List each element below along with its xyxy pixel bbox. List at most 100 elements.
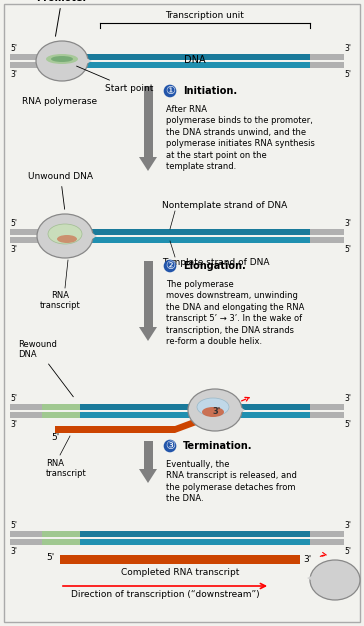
Bar	[10, 539, 42, 545]
Bar	[42, 539, 80, 545]
Bar	[10, 237, 42, 243]
Bar	[10, 404, 42, 410]
Bar	[310, 412, 344, 418]
Polygon shape	[77, 224, 97, 248]
Ellipse shape	[191, 392, 239, 428]
Ellipse shape	[48, 224, 82, 244]
Bar	[10, 531, 42, 537]
Text: Elongation.: Elongation.	[183, 261, 246, 271]
Text: Direction of transcription (“downstream”): Direction of transcription (“downstream”…	[71, 590, 259, 599]
Ellipse shape	[39, 43, 85, 78]
Text: 5': 5'	[344, 70, 352, 79]
Bar	[60, 555, 300, 564]
Polygon shape	[225, 398, 245, 422]
Text: Rewound
DNA: Rewound DNA	[18, 339, 73, 397]
Bar	[310, 229, 344, 235]
Bar	[10, 54, 42, 60]
Text: Nontemplate strand of DNA: Nontemplate strand of DNA	[162, 201, 287, 210]
Text: Termination.: Termination.	[183, 441, 253, 451]
Bar	[80, 531, 310, 537]
Ellipse shape	[57, 235, 77, 243]
Bar	[42, 404, 80, 410]
Text: RNA
transcript: RNA transcript	[46, 459, 87, 478]
Text: 3': 3'	[11, 420, 17, 429]
Text: 3': 3'	[344, 521, 352, 530]
Text: 5': 5'	[51, 433, 59, 442]
Text: 5': 5'	[11, 219, 17, 228]
Text: Completed RNA transcript: Completed RNA transcript	[121, 568, 239, 577]
Text: 5': 5'	[11, 44, 17, 53]
Ellipse shape	[36, 41, 88, 81]
Text: 3': 3'	[11, 547, 17, 556]
Bar	[42, 54, 72, 60]
Text: ③: ③	[165, 441, 175, 451]
Text: 3': 3'	[344, 44, 352, 53]
Bar	[144, 441, 153, 469]
Text: ①: ①	[165, 86, 175, 96]
Text: Transcription unit: Transcription unit	[166, 11, 245, 20]
Bar	[144, 86, 153, 157]
Ellipse shape	[202, 407, 224, 417]
Text: Promoter: Promoter	[36, 0, 88, 36]
Bar	[310, 539, 344, 545]
Polygon shape	[139, 327, 157, 341]
Ellipse shape	[197, 398, 229, 416]
Text: Start point: Start point	[76, 66, 153, 93]
Text: 3': 3'	[213, 406, 221, 416]
Bar	[310, 531, 344, 537]
Text: RNA
transcript: RNA transcript	[40, 291, 80, 310]
Text: 3': 3'	[344, 219, 352, 228]
Bar	[42, 62, 72, 68]
Bar	[42, 531, 80, 537]
Text: 3': 3'	[11, 245, 17, 254]
Bar	[310, 62, 344, 68]
Text: Template strand of DNA: Template strand of DNA	[162, 258, 269, 267]
Text: 5': 5'	[344, 547, 352, 556]
Ellipse shape	[46, 54, 78, 64]
Text: 5': 5'	[46, 553, 54, 563]
Bar	[80, 539, 310, 545]
Text: Unwound DNA: Unwound DNA	[28, 172, 93, 209]
Text: The polymerase
moves downstream, unwinding
the DNA and elongating the RNA
transc: The polymerase moves downstream, unwindi…	[166, 280, 304, 346]
Ellipse shape	[313, 563, 357, 597]
Ellipse shape	[188, 389, 242, 431]
Bar	[235, 412, 310, 418]
Bar	[144, 261, 153, 327]
Text: 3': 3'	[303, 555, 311, 565]
Polygon shape	[72, 51, 92, 71]
Bar	[310, 237, 344, 243]
Ellipse shape	[51, 56, 73, 62]
Bar	[72, 54, 310, 60]
Text: After RNA
polymerase binds to the promoter,
the DNA strands unwind, and the
poly: After RNA polymerase binds to the promot…	[166, 105, 315, 172]
Bar	[72, 229, 310, 235]
Text: RNA polymerase: RNA polymerase	[22, 97, 97, 106]
Bar	[72, 62, 310, 68]
Bar	[80, 404, 195, 410]
Ellipse shape	[40, 217, 90, 255]
Polygon shape	[139, 157, 157, 171]
Bar	[42, 229, 72, 235]
Text: 5': 5'	[11, 521, 17, 530]
Ellipse shape	[37, 214, 93, 258]
Text: 5': 5'	[11, 394, 17, 403]
Bar	[10, 412, 42, 418]
Text: 3': 3'	[11, 70, 17, 79]
Bar	[72, 237, 310, 243]
Ellipse shape	[310, 560, 360, 600]
Bar	[42, 237, 72, 243]
Polygon shape	[175, 413, 210, 433]
Text: 5': 5'	[344, 245, 352, 254]
Polygon shape	[307, 570, 327, 588]
Text: DNA: DNA	[184, 55, 206, 65]
Bar	[235, 404, 310, 410]
Text: 5': 5'	[344, 420, 352, 429]
Polygon shape	[139, 469, 157, 483]
Bar	[310, 404, 344, 410]
Text: 3': 3'	[344, 394, 352, 403]
Bar	[42, 412, 80, 418]
Text: ②: ②	[165, 261, 175, 271]
Bar	[55, 426, 175, 433]
Bar	[10, 62, 42, 68]
Bar	[80, 412, 195, 418]
Bar	[10, 229, 42, 235]
